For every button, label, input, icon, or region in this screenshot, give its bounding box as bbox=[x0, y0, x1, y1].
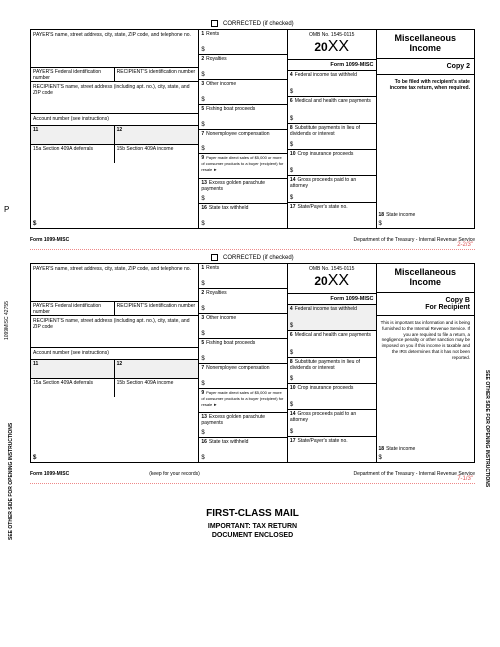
box-10-crop-b: 10Crop insurance proceeds$ bbox=[288, 384, 376, 410]
box-17-state-payer-b: 17State/Payer's state no. bbox=[288, 437, 376, 462]
account-number-cell-b: Account number (see instructions) bbox=[31, 348, 198, 360]
box-2-royalties: 2Royalties$ bbox=[199, 55, 287, 80]
page-container: CORRECTED (if checked) PAYER'S name, str… bbox=[0, 0, 500, 570]
form-name-b: Form 1099-MISC bbox=[288, 294, 376, 305]
box-14-attorney-b: 14Gross proceeds paid to an attorney$ bbox=[288, 410, 376, 436]
p-mark: P bbox=[4, 205, 9, 214]
box-1-rents-b: 1Rents$ bbox=[199, 264, 287, 289]
form-1099-b: PAYER'S name, street address, city, stat… bbox=[30, 263, 475, 463]
box-7-nonemp-b: 7Nonemployee compensation$ bbox=[199, 364, 287, 389]
box-12: 12 bbox=[115, 126, 199, 144]
perforation-line-b: 7-1/3" bbox=[30, 483, 475, 484]
side-instruction-left: SEE OTHER SIDE FOR OPENING INSTRUCTIONS bbox=[8, 450, 14, 540]
box-15a-b: 15a Section 409A deferrals$ bbox=[31, 379, 115, 397]
box-3-other-b: 3Other income$ bbox=[199, 314, 287, 339]
mail-block: FIRST-CLASS MAIL IMPORTANT: TAX RETURN D… bbox=[30, 488, 475, 560]
copy-label-b: Copy B For Recipient bbox=[377, 293, 474, 316]
account-number-cell: Account number (see instructions) bbox=[31, 114, 198, 126]
box-15b: 15b Section 409A income$ bbox=[115, 145, 199, 163]
box-18-state-income-b: 18State income$ bbox=[377, 445, 474, 462]
mail-line1: IMPORTANT: TAX RETURN bbox=[30, 523, 475, 531]
box-4-fed-tax-b: 4Federal income tax withheld$ bbox=[288, 305, 376, 331]
box-16-state-tax: 16State tax withheld$ bbox=[199, 204, 287, 228]
copy-label-a: Copy 2 bbox=[377, 59, 474, 75]
mail-title: FIRST-CLASS MAIL bbox=[30, 508, 475, 519]
box-9-direct: 9Payer made direct sales of $5,000 or mo… bbox=[199, 154, 287, 179]
corrected-checkbox-b[interactable] bbox=[211, 254, 218, 261]
box-5-fishing-b: 5Fishing boat proceeds$ bbox=[199, 339, 287, 364]
box-8-substitute: 8Substitute payments in lieu of dividend… bbox=[288, 124, 376, 150]
info-text-b: This is important tax information and is… bbox=[377, 316, 474, 445]
recipient-name-cell-b: RECIPIENT'S name, street address (includ… bbox=[31, 316, 198, 348]
perforation-line-a: 2-2/3" bbox=[30, 249, 475, 250]
form-footer-a: Form 1099-MISC Department of the Treasur… bbox=[30, 235, 475, 245]
box-13-parachute: 13Excess golden parachute payments$ bbox=[199, 179, 287, 204]
recipient-id: RECIPIENT'S identification number bbox=[115, 68, 199, 81]
box-7-nonemp: 7Nonemployee compensation$ bbox=[199, 130, 287, 155]
box-6-medical-b: 6Medical and health care payments$ bbox=[288, 331, 376, 357]
box-12-b: 12 bbox=[115, 360, 199, 378]
form-1099-a: PAYER'S name, street address, city, stat… bbox=[30, 29, 475, 229]
recipient-name-cell: RECIPIENT'S name, street address (includ… bbox=[31, 82, 198, 114]
payer-fed-id: PAYER'S Federal identification number bbox=[31, 68, 115, 81]
mail-line2: DOCUMENT ENCLOSED bbox=[30, 532, 475, 540]
side-instruction-right: SEE OTHER SIDE FOR OPENING INSTRUCTIONS bbox=[484, 370, 490, 460]
recipient-id-b: RECIPIENT'S identification number bbox=[115, 302, 199, 315]
corrected-checkbox-a[interactable] bbox=[211, 20, 218, 27]
corrected-row-b: CORRECTED (if checked) bbox=[30, 254, 475, 261]
box-13-parachute-b: 13Excess golden parachute payments$ bbox=[199, 413, 287, 438]
form-title-b: Miscellaneous Income bbox=[377, 264, 474, 293]
box-4-fed-tax: 4Federal income tax withheld$ bbox=[288, 71, 376, 97]
box-8-substitute-b: 8Substitute payments in lieu of dividend… bbox=[288, 358, 376, 384]
box-14-attorney: 14Gross proceeds paid to an attorney$ bbox=[288, 176, 376, 202]
box-6-medical: 6Medical and health care payments$ bbox=[288, 97, 376, 123]
corrected-label-a: CORRECTED (if checked) bbox=[223, 21, 294, 27]
box-16-state-tax-b: 16State tax withheld$ bbox=[199, 438, 287, 462]
box-10-crop: 10Crop insurance proceeds$ bbox=[288, 150, 376, 176]
form-name-a: Form 1099-MISC bbox=[288, 60, 376, 71]
box-2-royalties-b: 2Royalties$ bbox=[199, 289, 287, 314]
corrected-row-a: CORRECTED (if checked) bbox=[30, 20, 475, 27]
box-15a: 15a Section 409A deferrals$ bbox=[31, 145, 115, 163]
box-1-rents: 1Rents$ bbox=[199, 30, 287, 55]
form-title-a: Miscellaneous Income bbox=[377, 30, 474, 59]
payer-fed-id-b: PAYER'S Federal identification number bbox=[31, 302, 115, 315]
corrected-label-b: CORRECTED (if checked) bbox=[223, 255, 294, 261]
box-11-b: 11 bbox=[31, 360, 115, 378]
payer-name-cell: PAYER'S name, street address, city, stat… bbox=[31, 30, 198, 68]
omb-cell-b: OMB No. 1545-0115 20XX bbox=[288, 264, 376, 294]
box-5-fishing: 5Fishing boat proceeds$ bbox=[199, 105, 287, 130]
box-9-direct-b: 9Payer made direct sales of $5,000 or mo… bbox=[199, 389, 287, 414]
box-17-state-payer: 17State/Payer's state no. bbox=[288, 203, 376, 228]
form-footer-b: Form 1099-MISC (keep for your records) D… bbox=[30, 469, 475, 479]
box-3-other: 3Other income$ bbox=[199, 80, 287, 105]
info-text-a: To be filed with recipient's state incom… bbox=[377, 75, 474, 211]
box-15b-b: 15b Section 409A income$ bbox=[115, 379, 199, 397]
omb-cell-a: OMB No. 1545-0115 20XX bbox=[288, 30, 376, 60]
side-form-label: 1099MISC 42755 bbox=[4, 301, 10, 340]
box-18-state-income: 18State income$ bbox=[377, 211, 474, 228]
payer-name-cell-b: PAYER'S name, street address, city, stat… bbox=[31, 264, 198, 302]
box-11: 11 bbox=[31, 126, 115, 144]
